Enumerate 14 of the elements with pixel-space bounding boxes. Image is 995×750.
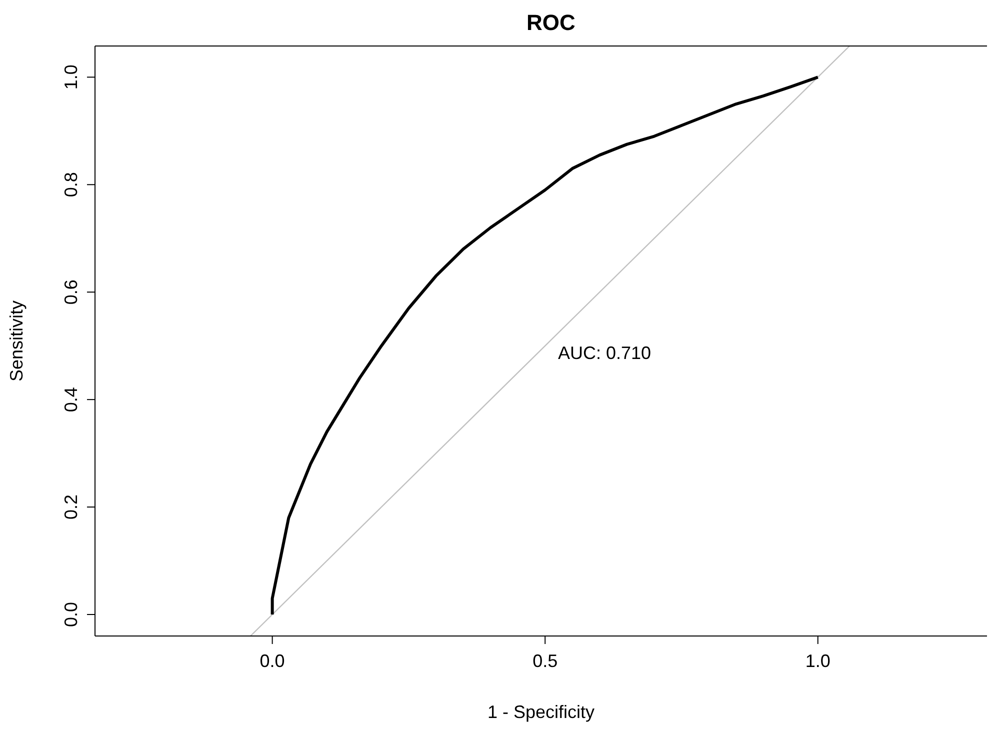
- y-tick-label: 0.2: [61, 494, 81, 520]
- x-tick-label: 1.0: [805, 650, 830, 671]
- x-axis-title: 1 - Specificity: [487, 702, 595, 722]
- x-tick-label: 0.5: [532, 650, 558, 671]
- y-tick-label: 1.0: [61, 64, 81, 90]
- line-series: [270, 76, 820, 616]
- y-axis-title: Sensitivity: [6, 300, 26, 382]
- y-tick-label: 0.6: [61, 280, 81, 305]
- y-tick-label: 0.8: [61, 172, 81, 198]
- y-tick-label: 0.0: [61, 602, 81, 628]
- annotation: AUC: 0.710: [558, 343, 652, 364]
- x-tick-label: 0.0: [260, 650, 285, 671]
- y-tick-label: 0.4: [61, 387, 81, 412]
- chart-title: ROC: [526, 10, 576, 36]
